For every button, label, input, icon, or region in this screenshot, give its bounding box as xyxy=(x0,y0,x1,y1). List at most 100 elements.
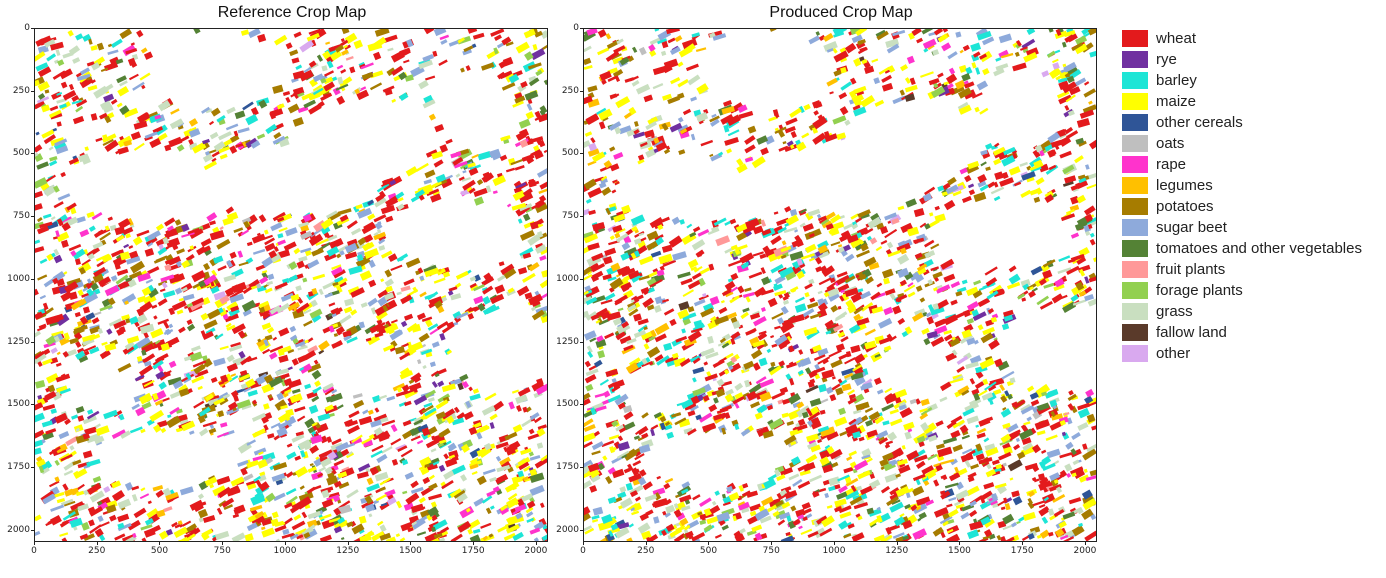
crop-parcel xyxy=(110,275,118,282)
crop-parcel xyxy=(78,153,90,163)
crop-parcel xyxy=(755,376,767,385)
crop-parcel xyxy=(326,246,340,257)
legend-item: maize xyxy=(1122,91,1362,112)
crop-parcel xyxy=(919,222,927,229)
crop-parcel xyxy=(852,393,865,404)
crop-parcel xyxy=(483,272,493,282)
crop-parcel xyxy=(528,451,534,457)
crop-parcel xyxy=(778,145,789,152)
crop-parcel xyxy=(628,106,637,116)
crop-parcel xyxy=(54,412,68,424)
crop-parcel xyxy=(673,533,686,541)
crop-parcel xyxy=(1020,445,1036,457)
crop-parcel xyxy=(136,355,143,362)
crop-parcel xyxy=(506,203,512,208)
crop-parcel xyxy=(461,176,472,182)
y-tick-mark xyxy=(31,278,34,280)
legend-swatch xyxy=(1122,282,1148,299)
crop-parcel xyxy=(75,98,88,108)
y-tick-mark xyxy=(31,529,34,531)
crop-parcel xyxy=(812,132,827,145)
crop-parcel xyxy=(534,202,547,214)
legend-label: wheat xyxy=(1156,30,1197,47)
crop-parcel xyxy=(712,33,727,41)
crop-parcel xyxy=(587,160,597,166)
crop-parcel xyxy=(89,325,101,335)
crop-parcel xyxy=(914,398,921,405)
crop-parcel xyxy=(861,302,874,312)
crop-parcel xyxy=(396,291,402,296)
crop-parcel xyxy=(49,357,59,365)
crop-parcel xyxy=(660,50,667,56)
crop-parcel xyxy=(1084,293,1095,302)
crop-parcel xyxy=(639,469,647,477)
crop-parcel xyxy=(192,360,207,368)
crop-parcel xyxy=(958,64,968,73)
crop-parcel xyxy=(814,527,827,539)
x-tick-label: 500 xyxy=(699,546,718,556)
crop-parcel xyxy=(37,274,48,281)
crop-parcel xyxy=(884,288,896,296)
crop-parcel xyxy=(517,387,531,397)
crop-parcel xyxy=(53,201,64,209)
crop-parcel xyxy=(272,135,286,145)
crop-parcel xyxy=(405,257,421,268)
crop-parcel xyxy=(649,279,663,288)
y-tick-label: 1000 xyxy=(7,273,30,284)
crop-parcel xyxy=(1074,155,1084,164)
crop-parcel xyxy=(35,350,42,360)
crop-parcel xyxy=(1035,177,1045,186)
crop-parcel xyxy=(774,325,781,330)
crop-parcel xyxy=(644,494,657,502)
crop-parcel xyxy=(1002,406,1007,411)
crop-parcel xyxy=(1061,431,1067,437)
crop-parcel xyxy=(380,417,389,423)
crop-parcel xyxy=(590,313,599,321)
crop-parcel xyxy=(251,233,266,244)
crop-parcel xyxy=(337,471,348,479)
legend-swatch xyxy=(1122,135,1148,152)
crop-parcel xyxy=(994,171,1004,181)
crop-parcel xyxy=(724,393,734,403)
crop-parcel xyxy=(740,311,749,320)
crop-parcel xyxy=(650,250,662,258)
crop-parcel xyxy=(584,45,592,53)
crop-parcel xyxy=(1067,110,1075,117)
crop-parcel xyxy=(1078,290,1087,297)
crop-parcel xyxy=(534,416,542,424)
crop-parcel xyxy=(935,284,951,294)
crop-parcel xyxy=(86,410,100,420)
crop-parcel xyxy=(74,311,81,318)
crop-parcel xyxy=(847,304,857,314)
crop-parcel xyxy=(983,437,990,443)
produced-map[interactable] xyxy=(583,28,1097,542)
crop-parcel xyxy=(403,59,410,64)
crop-parcel xyxy=(777,399,785,405)
crop-parcel xyxy=(980,516,991,526)
crop-parcel xyxy=(937,446,953,458)
crop-parcel xyxy=(119,326,126,334)
crop-parcel xyxy=(114,533,126,541)
crop-parcel xyxy=(1042,259,1056,268)
crop-parcel xyxy=(399,92,409,101)
x-tick-mark xyxy=(473,542,475,545)
crop-parcel xyxy=(683,524,691,531)
crop-parcel xyxy=(897,267,910,278)
crop-parcel xyxy=(720,380,733,387)
crop-parcel xyxy=(853,501,869,510)
crop-parcel xyxy=(189,228,204,239)
reference-map[interactable] xyxy=(34,28,548,542)
x-tick-mark xyxy=(645,542,647,545)
crop-parcel xyxy=(607,394,622,403)
crop-parcel xyxy=(1059,452,1073,459)
crop-parcel xyxy=(744,144,756,154)
crop-parcel xyxy=(711,226,720,233)
crop-parcel xyxy=(859,485,873,495)
crop-parcel xyxy=(1065,208,1075,215)
y-tick-label: 250 xyxy=(12,85,30,96)
crop-parcel xyxy=(63,332,71,341)
crop-parcel xyxy=(88,225,96,232)
crop-parcel xyxy=(116,102,123,108)
crop-parcel xyxy=(1087,296,1096,307)
crop-parcel xyxy=(594,392,606,398)
